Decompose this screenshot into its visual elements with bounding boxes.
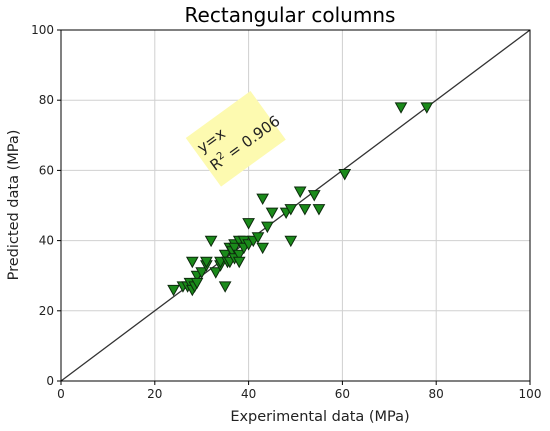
data-point (307, 190, 321, 202)
data-point (251, 232, 265, 244)
data-point (232, 256, 246, 269)
data-point (190, 277, 204, 290)
y-axis-ticks: 0 20 40 60 80 100 (31, 23, 61, 388)
data-point (218, 281, 232, 293)
y-tick-label: 80 (39, 93, 54, 107)
x-tick-label: 80 (429, 387, 444, 401)
x-tick-label: 60 (335, 387, 350, 401)
y-tick-label: 60 (39, 163, 54, 177)
annotation-background (185, 91, 286, 187)
data-point (218, 249, 232, 262)
x-axis-label: Experimental data (MPa) (230, 409, 409, 425)
data-point (167, 284, 180, 297)
x-tick-label: 0 (57, 387, 65, 401)
r2-superscript: 2 (215, 150, 227, 163)
annotation-box: y=x R2 = 0.906 (185, 91, 286, 187)
data-point (242, 218, 255, 230)
data-point (338, 169, 352, 181)
data-point (256, 193, 270, 206)
data-point (298, 204, 312, 216)
x-axis-ticks: 0 20 40 60 80 100 (57, 381, 541, 401)
data-markers (167, 102, 434, 297)
data-point (256, 242, 270, 255)
data-point (394, 102, 408, 114)
data-point (209, 267, 223, 279)
data-point (204, 235, 218, 248)
data-point (195, 267, 209, 279)
plot-frame (60, 29, 531, 382)
data-point (185, 256, 199, 269)
y-axis-label: Predicted data (MPa) (6, 130, 22, 281)
data-point (420, 102, 434, 114)
y-tick-label: 100 (31, 23, 54, 37)
x-tick-label: 40 (241, 387, 256, 401)
data-point (265, 207, 279, 220)
y-tick-label: 0 (46, 374, 54, 388)
data-point (293, 186, 307, 198)
y-tick-label: 40 (39, 234, 54, 248)
data-point (200, 256, 213, 269)
data-point (312, 204, 326, 216)
data-point (232, 249, 246, 262)
chart-title: Rectangular columns (185, 3, 396, 27)
data-point (284, 235, 298, 248)
data-point (284, 204, 298, 216)
y-tick-label: 20 (39, 304, 54, 318)
x-tick-label: 100 (519, 387, 542, 401)
data-point (261, 221, 274, 234)
x-tick-label: 20 (147, 387, 162, 401)
data-point (228, 242, 241, 255)
